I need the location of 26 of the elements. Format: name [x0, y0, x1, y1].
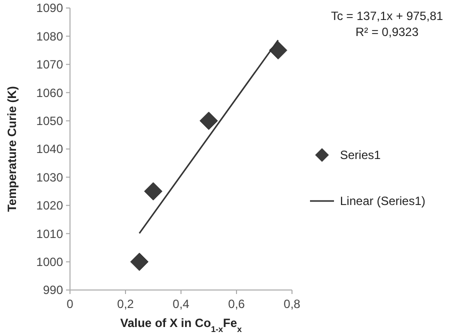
x-axis-title: Value of X in Co$_{1-x}$Fe$_{x}$: [120, 316, 242, 334]
point: [144, 182, 162, 200]
text: R² = 0,9323: [355, 25, 419, 39]
x-tick-label: 0,2: [117, 297, 134, 311]
y-tick-label: 1000: [36, 255, 64, 269]
y-tick-label: 1040: [36, 142, 64, 156]
point: [130, 252, 148, 271]
y-tick-label: 1070: [36, 58, 64, 72]
x-tick-label: 0,6: [228, 297, 246, 311]
x-tick-label: 0: [66, 297, 74, 311]
y-tick-label: 1080: [36, 29, 64, 44]
y-tick-label: 1090: [36, 1, 64, 16]
y-axis-title: Temperature Curie (K): [5, 86, 19, 212]
y-tick-label: 1010: [36, 226, 64, 241]
y-tick-label: 1050: [36, 114, 64, 128]
y-tick-label: 990: [42, 283, 64, 298]
x-tick-label: 0,4: [172, 297, 190, 311]
text: Tc = 137,1x + 975,81: [330, 9, 444, 23]
y-tick-label: 1020: [36, 198, 64, 213]
x-tick-label: 0,8: [284, 297, 301, 311]
legend-label: Linear (Series1): [340, 194, 426, 208]
y-tick-label: 1030: [36, 170, 64, 184]
point: [269, 41, 288, 60]
legend-label: Series1: [340, 148, 382, 162]
y-tick-label: 1060: [36, 86, 64, 100]
point: [200, 112, 218, 130]
